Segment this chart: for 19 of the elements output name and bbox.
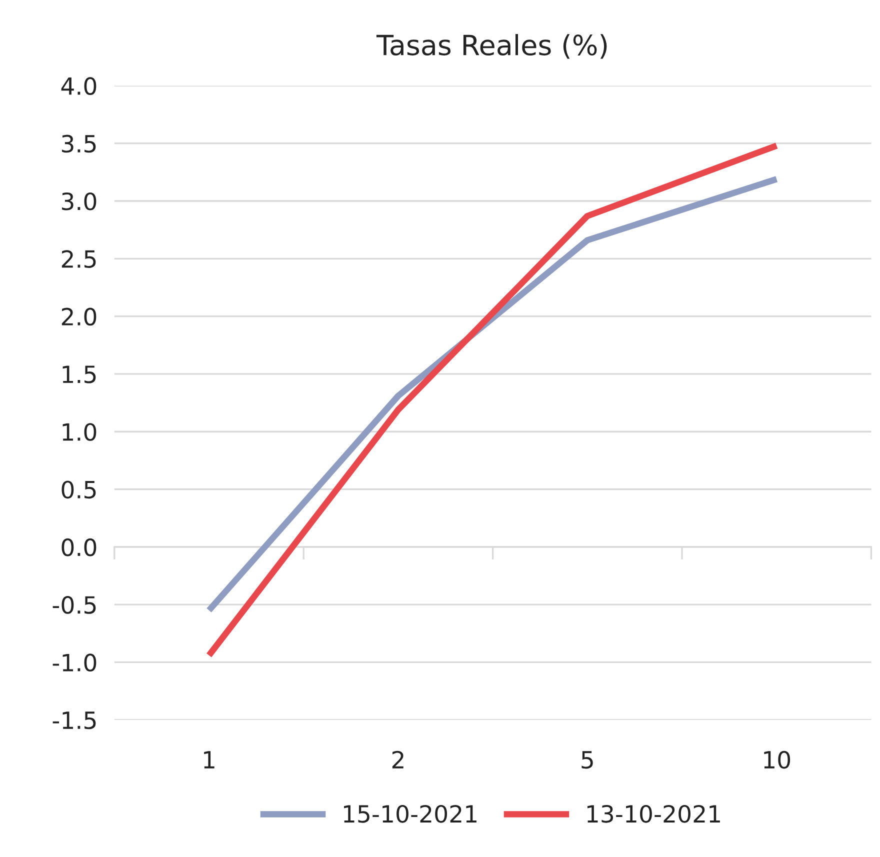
y-tick-label: 3.0 [62, 192, 96, 210]
y-tick-label: -0.5 [52, 596, 96, 614]
y-tick-label: -1.0 [52, 654, 96, 672]
y-tick-label: 3.5 [62, 134, 96, 153]
y-tick-label: 1.5 [62, 366, 96, 384]
y-tick-label: 0.0 [62, 538, 96, 556]
x-tick-label: 1 [204, 751, 214, 768]
chart-title: Tasas Reales (%) [376, 34, 607, 59]
y-tick-label: 4.0 [61, 77, 96, 96]
legend-label: 13-10-2021 [587, 804, 720, 823]
x-tick-label: 2 [392, 750, 404, 768]
y-tick-label: 0.5 [62, 480, 96, 499]
y-tick-label: 2.0 [62, 308, 96, 326]
x-tick-label: 10 [764, 750, 790, 769]
y-tick-label: -1.5 [52, 712, 96, 730]
legend-label: 15-10-2021 [344, 804, 476, 823]
x-tick-label: 5 [582, 751, 593, 769]
y-tick-label: 2.5 [62, 250, 96, 268]
y-tick-label: 1.0 [62, 423, 96, 441]
